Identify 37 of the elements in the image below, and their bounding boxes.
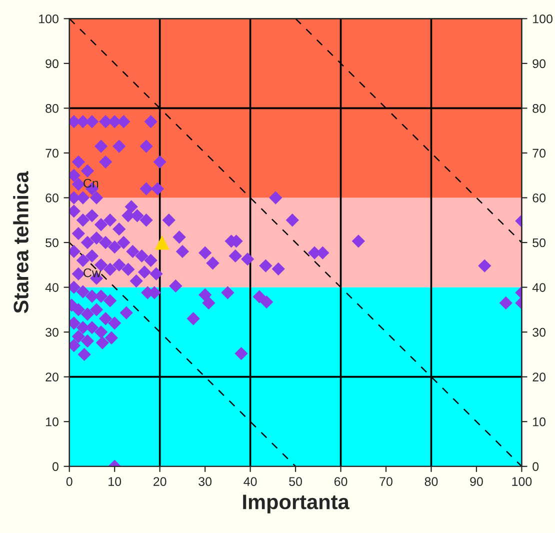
y-tick-label: 10	[46, 417, 58, 426]
x-tick-label: 80	[424, 477, 438, 486]
x-axis-title: Importanta	[243, 494, 350, 514]
y-tick-label: 0	[52, 462, 58, 472]
y2-tick-label: 60	[532, 194, 546, 202]
y-tick-label: 30	[46, 328, 58, 337]
y2-tick-label: 30	[532, 328, 546, 337]
y-tick-label: 90	[46, 59, 58, 68]
annotation: Cw	[84, 268, 102, 278]
y2-tick-label: 80	[532, 104, 546, 113]
x-tick-label: 70	[380, 477, 392, 486]
y-axis-title: Starea tehnica	[13, 171, 28, 314]
y2-tick-label: 100	[533, 14, 552, 24]
x-tick-label: 30	[198, 477, 212, 486]
y-tick-label: 100	[39, 14, 58, 24]
y-tick-label: 40	[45, 283, 58, 292]
y2-tick-label: 0	[532, 462, 539, 472]
x-tick-label: 40	[244, 477, 257, 486]
y2-tick-label: 70	[532, 148, 546, 158]
annotation: Cn	[84, 178, 98, 188]
y-tick-label: 50	[46, 238, 58, 248]
x-tick-label: 20	[154, 477, 166, 486]
x-tick-label: 50	[289, 477, 302, 486]
y-tick-label: 70	[46, 148, 58, 158]
y2-tick-label: 90	[532, 59, 546, 68]
y2-tick-label: 40	[532, 283, 546, 292]
y-tick-label: 60	[46, 194, 58, 202]
x-tick-label: 90	[470, 477, 483, 486]
x-tick-label: 10	[108, 477, 122, 486]
y2-tick-label: 20	[532, 372, 546, 382]
y2-tick-label: 50	[532, 238, 546, 248]
x-tick-label: 60	[334, 477, 348, 486]
y-tick-label: 80	[46, 104, 58, 113]
x-tick-label: 100	[512, 477, 532, 486]
x-tick-label: 0	[66, 477, 72, 486]
y-tick-label: 20	[46, 372, 58, 382]
y2-tick-label: 10	[533, 417, 546, 426]
